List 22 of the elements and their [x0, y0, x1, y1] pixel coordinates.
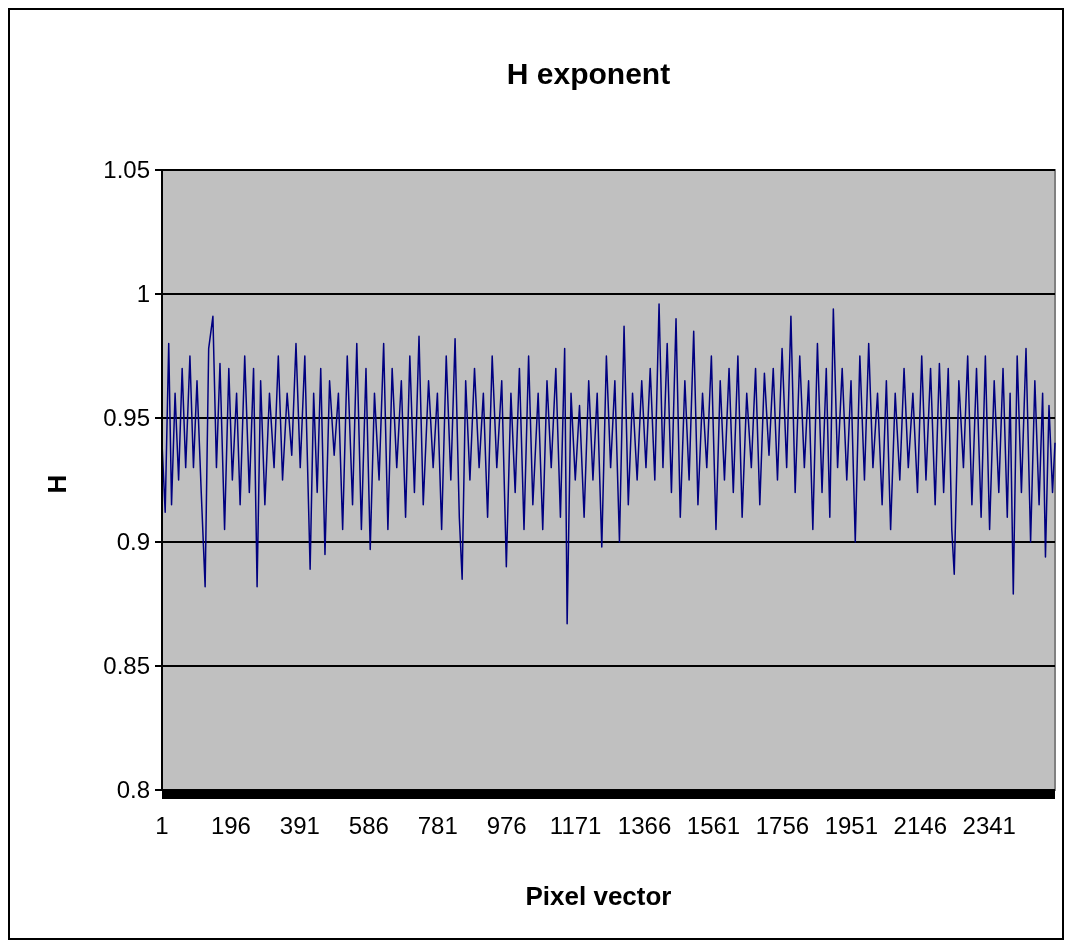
chart-title: H exponent: [506, 57, 671, 90]
x-tick-label: 586: [348, 812, 389, 839]
y-tick-label: 0.8: [116, 776, 150, 804]
x-tick-label: 1: [155, 812, 169, 839]
x-tick-label: 1171: [549, 812, 602, 839]
x-tick-label: 2341: [962, 812, 1016, 839]
x-tick-label: 1561: [686, 812, 741, 839]
x-tick-label: 1756: [755, 812, 810, 839]
y-tick-label: 1.05: [103, 156, 150, 184]
x-tick-label: 391: [279, 812, 320, 839]
y-axis-title: H: [42, 474, 72, 494]
y-tick-label: 0.85: [103, 652, 150, 680]
y-tick-label: 0.95: [103, 404, 150, 432]
x-tick-label: 976: [486, 812, 527, 839]
x-tick-label: 1366: [617, 812, 672, 839]
x-tick-label: 1951: [824, 812, 879, 839]
x-axis-title: Pixel vector: [525, 881, 672, 911]
y-tick-label: 0.9: [116, 528, 150, 556]
y-tick-label: 1: [136, 280, 150, 308]
x-tick-label: 196: [210, 812, 251, 839]
x-tick-label: 2146: [893, 812, 947, 839]
x-tick-label: 781: [417, 812, 458, 839]
